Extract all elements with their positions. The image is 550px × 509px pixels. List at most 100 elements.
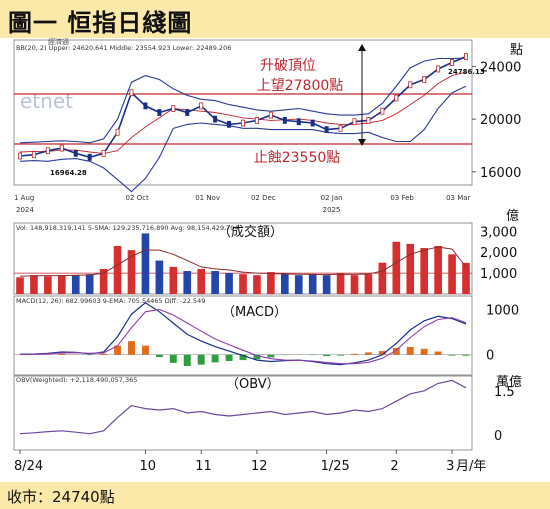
price-candle xyxy=(240,119,245,127)
price-candle xyxy=(394,94,399,102)
price-xtick-label: 03 Feb xyxy=(390,194,414,202)
price-candle xyxy=(157,109,162,116)
volume-bar xyxy=(253,275,261,294)
month-label: 3 xyxy=(446,459,454,474)
price-xtick-year: 2024 xyxy=(16,206,34,214)
price-candle xyxy=(59,144,64,152)
price-xtick-label: 1 Aug xyxy=(14,194,34,202)
close-price-label: 收市：24740點 xyxy=(7,488,115,506)
volume-bar xyxy=(308,274,317,294)
target-arrow-head xyxy=(358,44,366,51)
obv-line xyxy=(19,379,467,435)
price-candle xyxy=(171,105,176,112)
price-candle xyxy=(268,111,273,119)
volume-bar xyxy=(294,275,303,294)
price-xtick-year: 2025 xyxy=(323,206,341,214)
volume-label: （成交額） xyxy=(218,224,283,240)
macd-histogram-bar xyxy=(183,354,191,366)
price-candle xyxy=(380,107,385,115)
month-label: 8/24 xyxy=(14,459,43,474)
volume-bar xyxy=(448,254,456,294)
macd-histogram-bar xyxy=(364,352,372,355)
high-annotation: 24786.13 xyxy=(448,68,485,76)
macd-histogram-bar xyxy=(434,351,442,355)
price-ytick-label: 24000 xyxy=(480,60,521,75)
macd-histogram-bar xyxy=(378,351,386,355)
volume-bar xyxy=(378,262,387,294)
volume-bar xyxy=(141,233,150,294)
volume-legend: Vol: 148,918,319,141 5-SMA: 129,235,716,… xyxy=(16,224,239,232)
macd-legend: MACD(12, 26): 682.99603 9-EMA: 705.54465… xyxy=(16,297,205,305)
volume-ytick-label: 1,000 xyxy=(480,267,517,282)
volume-bar xyxy=(225,273,233,294)
macd-ytick-label: 0 xyxy=(486,349,494,364)
macd-histogram-bar xyxy=(337,354,345,356)
bb-upper-line xyxy=(19,57,467,144)
watermark-logo: etnet xyxy=(20,89,73,113)
month-label: 1/25 xyxy=(321,459,350,474)
volume-bar xyxy=(406,243,415,294)
volume-bar xyxy=(44,276,52,294)
macd-label: （MACD） xyxy=(222,305,287,320)
price-candle xyxy=(17,152,22,160)
low-annotation: 16964.28 xyxy=(50,169,87,177)
macd-histogram-bar xyxy=(448,354,456,356)
month-label: 10 xyxy=(139,459,156,474)
volume-bar xyxy=(85,274,94,294)
price-candle xyxy=(463,53,468,61)
macd-histogram-bar xyxy=(351,353,358,355)
price-candle xyxy=(227,120,232,128)
macd-histogram-bar xyxy=(462,354,470,356)
price-ytick-label: 20000 xyxy=(480,113,521,128)
volume-bar xyxy=(211,271,219,294)
volume-bar xyxy=(364,274,373,294)
price-candle xyxy=(436,65,441,73)
macd-histogram-bar xyxy=(420,348,428,355)
volume-ytick-label: 3,000 xyxy=(480,225,517,240)
price-candle xyxy=(254,117,259,124)
volume-bar xyxy=(280,274,289,294)
bb-legend: BB(20, 2) Upper: 24620.641 Middle: 23554… xyxy=(16,44,231,52)
month-unit-label: 月/年 xyxy=(456,459,486,474)
title-bar xyxy=(0,0,550,38)
volume-bar xyxy=(197,268,206,294)
macd-histogram-bar xyxy=(128,341,135,355)
watermark-chinese: 經濟通 xyxy=(48,37,69,46)
panel-frame-0 xyxy=(13,39,473,186)
bb-middle-line xyxy=(19,71,467,154)
macd-histogram-bar xyxy=(141,345,149,355)
volume-bar xyxy=(350,275,359,294)
macd-histogram-bar xyxy=(155,354,163,357)
volume-unit-label: 億 xyxy=(506,208,519,224)
volume-bar xyxy=(99,268,108,294)
macd-histogram-bar xyxy=(406,347,414,355)
volume-bar xyxy=(420,248,429,294)
price-candle xyxy=(408,81,413,89)
obv-legend: OBV(Weighted): +2,118,490,057,365 xyxy=(16,376,137,384)
obv-unit-label: 萬億 xyxy=(496,374,522,390)
month-label: 11 xyxy=(195,459,212,474)
price-candle xyxy=(199,102,204,110)
volume-bar xyxy=(169,266,178,294)
price-candle xyxy=(338,124,343,132)
macd-histogram-bar xyxy=(253,354,261,360)
figure-title: 圖一 恒指日綫圖 xyxy=(8,8,193,37)
obv-ytick-label: 1.5 xyxy=(494,385,515,400)
macd-histogram-bar xyxy=(169,354,177,363)
volume-bar xyxy=(239,274,247,294)
price-unit-label: 點 xyxy=(510,43,523,58)
macd-histogram-bar xyxy=(239,354,247,361)
volume-bar xyxy=(183,271,192,294)
price-candle xyxy=(45,147,50,155)
volume-bar xyxy=(113,245,122,294)
macd-ytick-label: 1000 xyxy=(486,304,519,319)
price-candle xyxy=(366,117,371,124)
price-candle xyxy=(296,118,301,126)
volume-bar xyxy=(462,262,470,294)
footer-bar xyxy=(0,482,550,509)
breakout-annotation: 升破頂位 xyxy=(260,58,316,74)
price-xtick-label: 02 Oct xyxy=(126,194,149,202)
price-candle xyxy=(213,115,218,123)
